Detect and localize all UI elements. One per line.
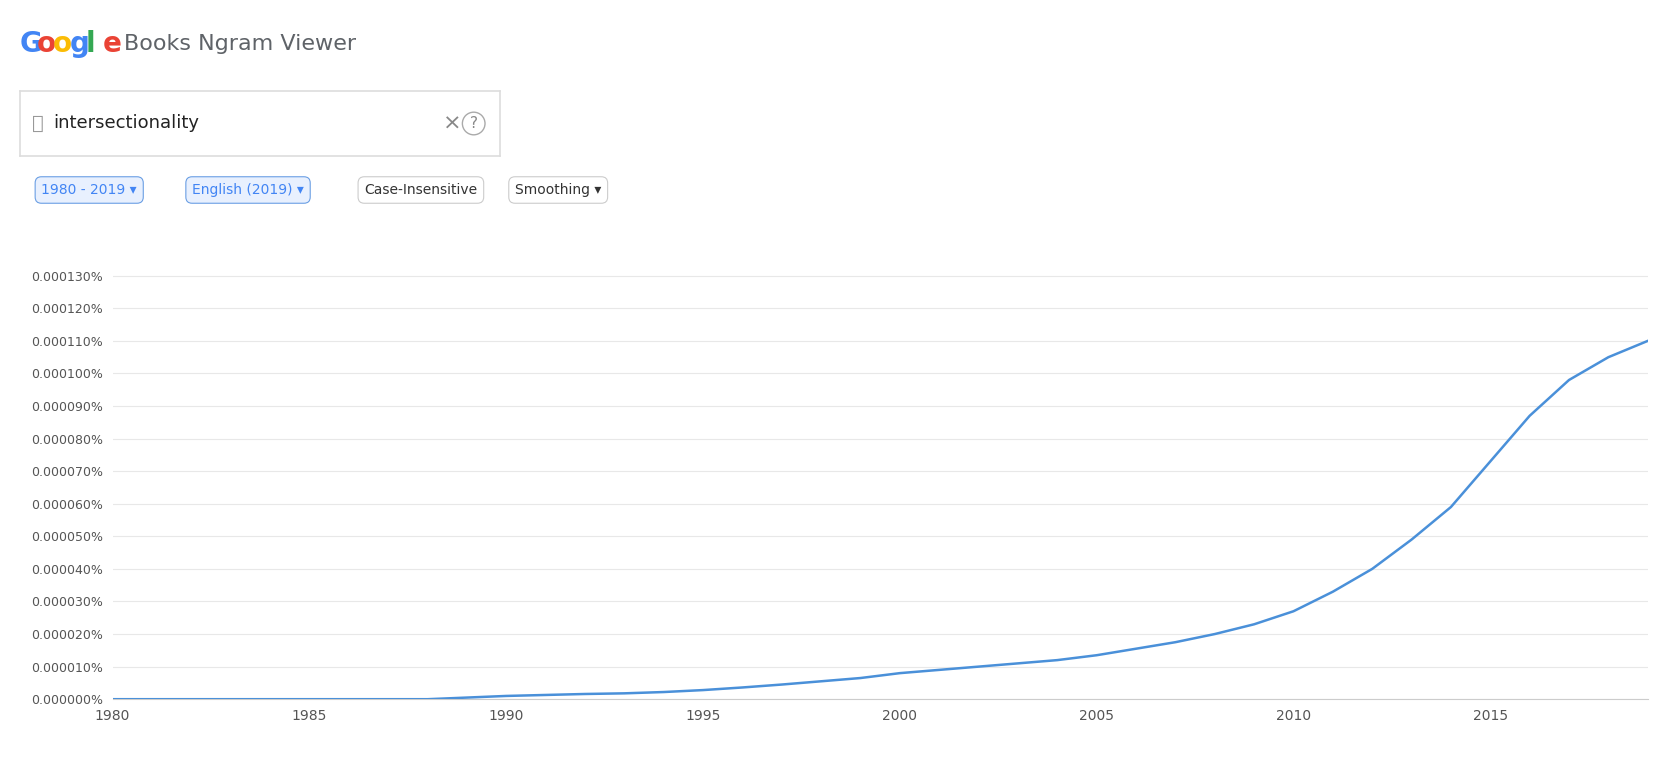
Text: English (2019) ▾: English (2019) ▾ — [192, 183, 305, 197]
Text: ⌕: ⌕ — [31, 114, 43, 133]
Text: e: e — [103, 30, 121, 58]
Text: g: g — [70, 30, 89, 58]
Text: intersectionality: intersectionality — [53, 115, 199, 132]
Text: Books Ngram Viewer: Books Ngram Viewer — [124, 34, 356, 54]
Text: ?: ? — [470, 116, 477, 131]
Text: ×: × — [442, 113, 460, 134]
Text: o: o — [53, 30, 73, 58]
Text: Case-Insensitive: Case-Insensitive — [364, 183, 477, 197]
Text: Smoothing ▾: Smoothing ▾ — [515, 183, 601, 197]
Text: o: o — [36, 30, 56, 58]
Text: 1980 - 2019 ▾: 1980 - 2019 ▾ — [41, 183, 137, 197]
Text: l: l — [86, 30, 96, 58]
Text: G: G — [20, 30, 43, 58]
